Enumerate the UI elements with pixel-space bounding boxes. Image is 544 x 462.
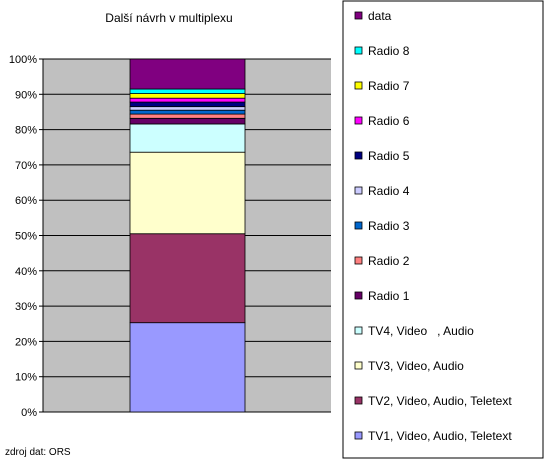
stacked-bar [129,58,246,413]
legend-label: Radio 1 [368,289,410,303]
bar-segment-11 [129,93,246,99]
legend-swatch [354,81,363,90]
legend-label: TV1, Video, Audio, Teletext [368,429,512,443]
legend-swatch [354,46,363,55]
bar-segment-10 [129,97,246,103]
y-tick-label: 40% [15,266,37,278]
bar-segment-5 [129,117,246,125]
bar-segment-8 [129,106,246,111]
y-tick-label: 10% [15,372,37,384]
bar-segment-6 [129,113,246,119]
y-tick-label: 50% [15,231,37,243]
bar-segment-1 [129,322,246,413]
y-axis: 0% 10% 20% 30% 40% 50% 60% 70% 80% 90% 100% [9,54,44,419]
bar-segment-4 [129,123,246,153]
legend-label: TV2, Video, Audio, Teletext [368,394,512,408]
y-tick-label: 30% [15,301,37,313]
y-tick-label: 0% [21,407,37,419]
y-tick-label: 70% [15,160,37,172]
source-note: zdroj dat: ORS [5,447,71,458]
y-tick-label: 60% [15,195,37,207]
legend-swatch [354,431,363,440]
chart-title: Další návrh v multiplexu [105,11,232,25]
bar-segment-13 [129,58,246,90]
legend-label: Radio 4 [368,184,410,198]
legend-swatch [354,291,363,300]
legend-swatch [354,326,363,335]
bar-segment-7 [129,109,246,115]
legend-label: Radio 5 [368,149,410,163]
y-tick-label: 80% [15,125,37,137]
legend-label: Radio 8 [368,44,410,58]
legend-label: Radio 6 [368,114,410,128]
legend-swatch [354,361,363,370]
legend-box [342,0,544,459]
legend-label: TV4, Video , Audio [368,324,474,338]
legend-swatch [354,116,363,125]
legend-swatch [354,186,363,195]
y-tick-label: 100% [9,54,37,66]
legend-label: Radio 2 [368,254,410,268]
legend-label: data [368,9,392,23]
legend-swatch [354,151,363,160]
y-tick-label: 90% [15,89,37,101]
legend-swatch [354,256,363,265]
bar-segment-9 [129,101,246,108]
legend-swatch [354,221,363,230]
bar-segment-12 [129,88,246,94]
bar-segment-3 [129,151,246,235]
legend-label: Radio 3 [368,219,410,233]
legend-label: Radio 7 [368,79,410,93]
legend-swatch [354,396,363,405]
legend-swatch [354,11,363,20]
bar-segment-2 [129,233,246,324]
y-tick-label: 20% [15,336,37,348]
legend-label: TV3, Video, Audio [368,359,464,373]
legend: data Radio 8 Radio 7 Radio 6 Radio 5 Radio 4 R… [354,9,512,443]
